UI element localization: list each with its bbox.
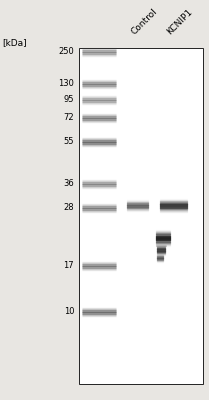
Text: 55: 55 [64,138,74,146]
Text: 28: 28 [64,204,74,212]
Text: [kDa]: [kDa] [2,38,27,47]
Text: 72: 72 [64,114,74,122]
FancyBboxPatch shape [79,48,203,384]
Text: 10: 10 [64,308,74,316]
Text: 95: 95 [64,96,74,104]
Text: 17: 17 [64,262,74,270]
Text: KCNIP1: KCNIP1 [165,7,194,36]
Text: 36: 36 [64,180,74,188]
Text: 130: 130 [58,80,74,88]
Text: Control: Control [130,6,159,36]
Text: 250: 250 [59,48,74,56]
